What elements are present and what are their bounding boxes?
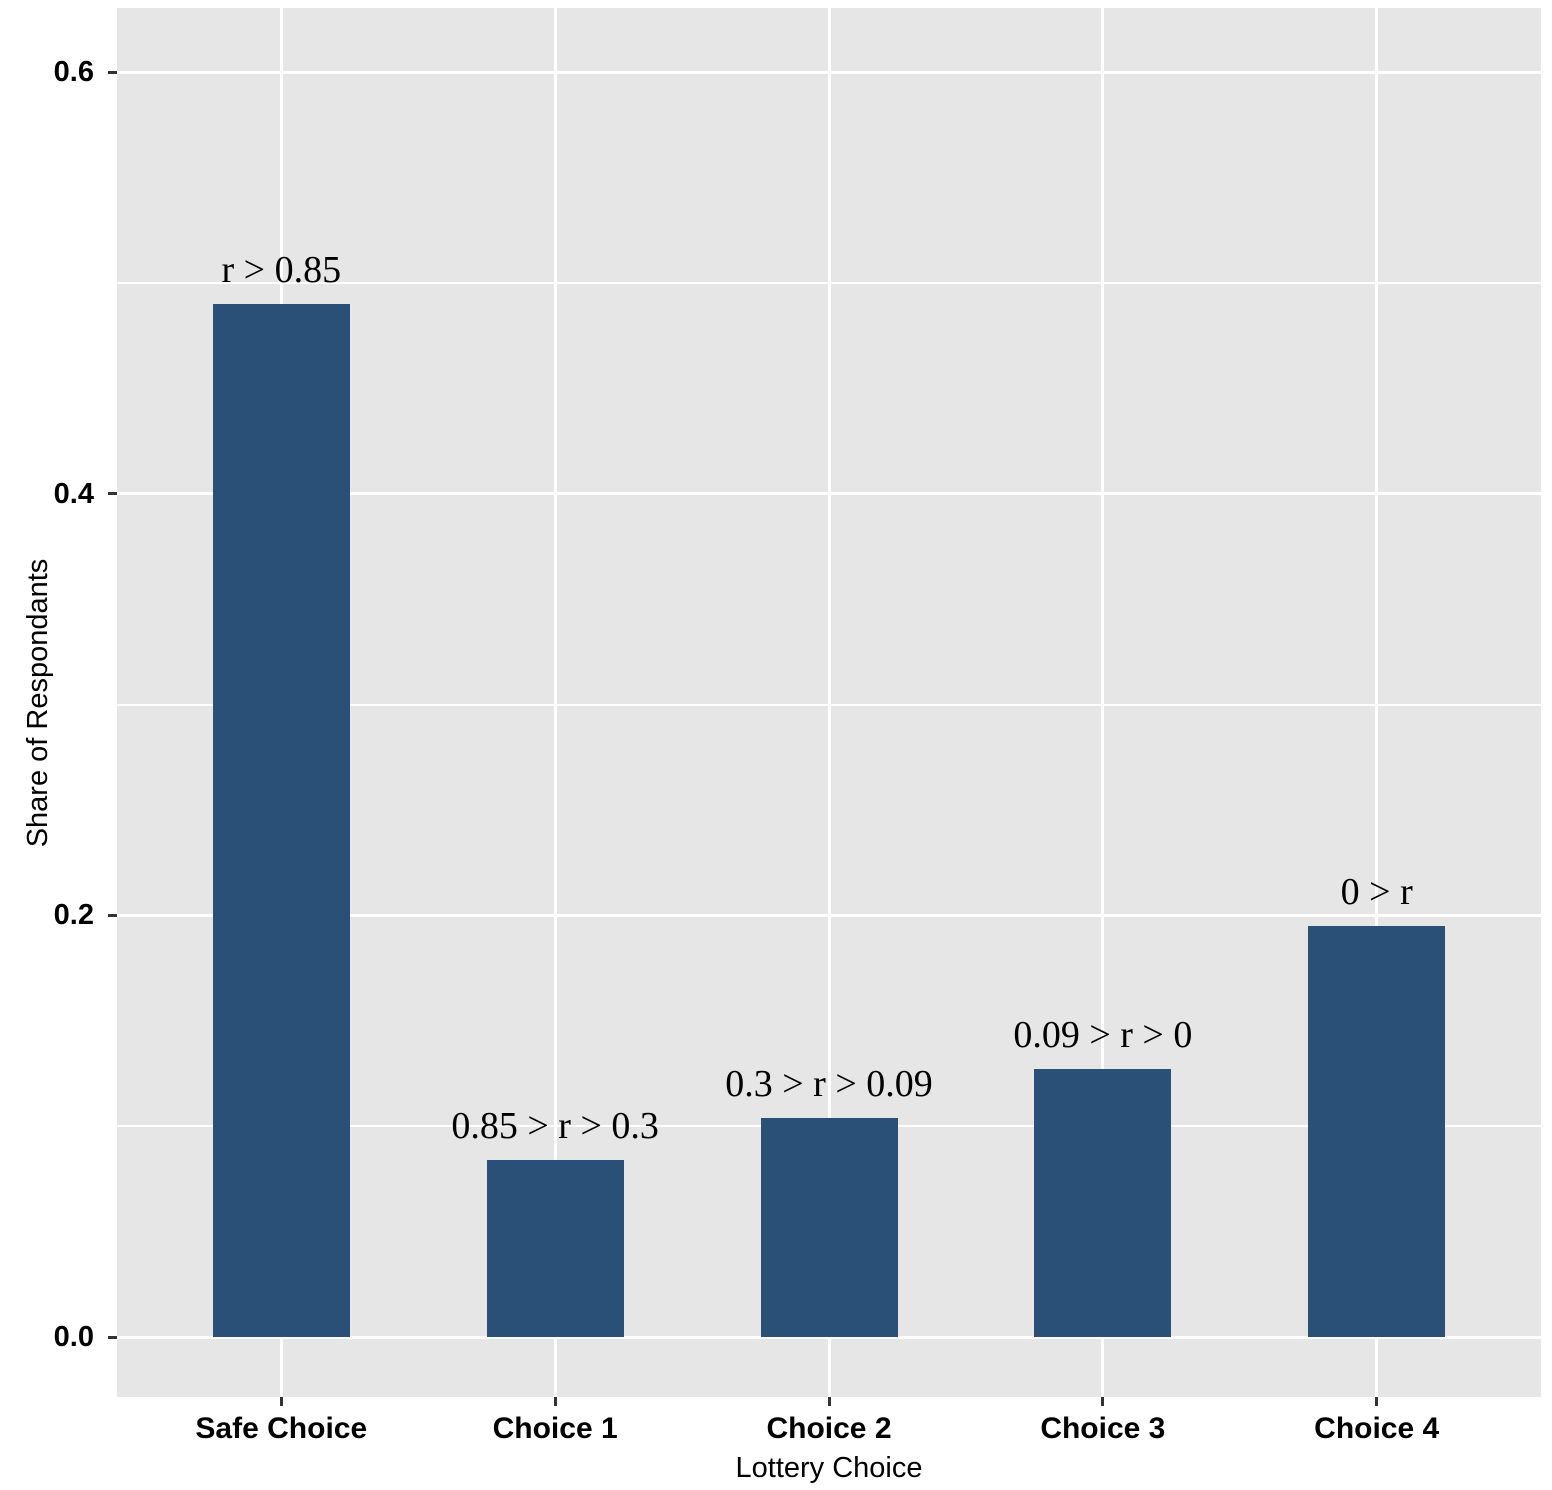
- y-tick-mark: [108, 70, 117, 74]
- bar-choice-2: [760, 1117, 898, 1337]
- plot-panel: [117, 8, 1541, 1397]
- bar-annotation: 0.3 > r > 0.09: [725, 1062, 933, 1105]
- bar-safe-choice: [212, 304, 350, 1337]
- y-tick-mark: [108, 1335, 117, 1339]
- y-tick-mark: [108, 492, 117, 496]
- bar-choice-4: [1308, 925, 1446, 1337]
- bar-annotation: 0 > r: [1340, 870, 1413, 913]
- x-tick-label: Safe Choice: [195, 1412, 368, 1445]
- x-tick-label: Choice 2: [766, 1412, 892, 1445]
- bar-annotation: 0.09 > r > 0: [1013, 1014, 1193, 1057]
- y-tick-label: 0.4: [53, 477, 94, 510]
- y-tick-label: 0.2: [53, 899, 94, 932]
- x-tick-mark: [553, 1397, 557, 1406]
- x-tick-label: Choice 4: [1314, 1412, 1440, 1445]
- x-tick-mark: [1375, 1397, 1379, 1406]
- category-gridline: [553, 8, 557, 1397]
- category-gridline: [827, 8, 831, 1397]
- bar-choice-1: [486, 1159, 624, 1337]
- x-tick-mark: [279, 1397, 283, 1406]
- x-tick-mark: [1101, 1397, 1105, 1406]
- y-tick-label: 0.6: [53, 56, 94, 89]
- bar-annotation: r > 0.85: [221, 249, 342, 292]
- x-axis-title: Lottery Choice: [735, 1452, 923, 1484]
- y-tick-label: 0.0: [53, 1321, 94, 1353]
- bar-choice-3: [1034, 1069, 1172, 1337]
- x-tick-mark: [827, 1397, 831, 1406]
- y-tick-mark: [108, 913, 117, 917]
- y-axis-title: Share of Respondants: [22, 558, 54, 847]
- bar-annotation: 0.85 > r > 0.3: [451, 1104, 659, 1147]
- category-gridline: [1375, 8, 1379, 1397]
- category-gridline: [1101, 8, 1105, 1397]
- x-tick-label: Choice 3: [1040, 1412, 1166, 1445]
- x-tick-label: Choice 1: [492, 1412, 618, 1445]
